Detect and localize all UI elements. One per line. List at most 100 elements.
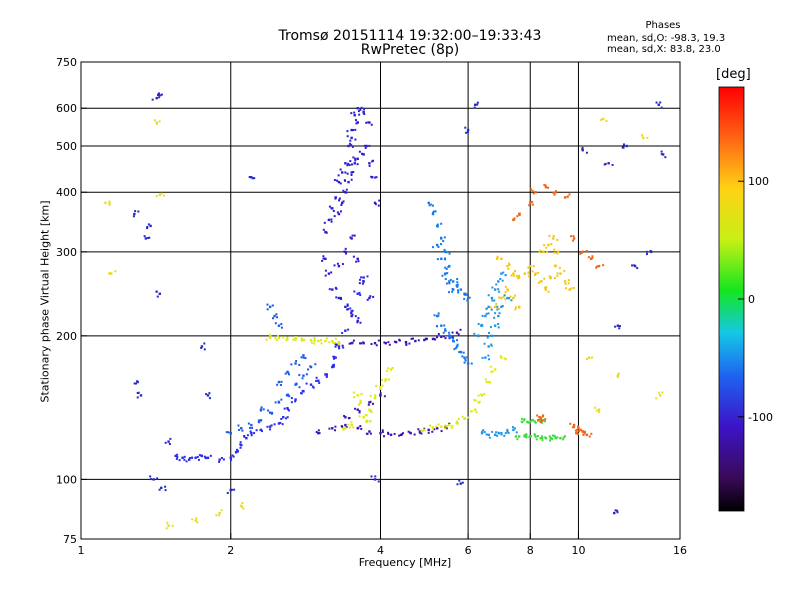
data-point (337, 264, 341, 268)
data-point (284, 417, 287, 420)
data-point (483, 431, 486, 434)
data-point (404, 340, 408, 344)
data-point (290, 401, 293, 404)
data-point (222, 458, 225, 461)
data-point (507, 267, 510, 270)
data-point (552, 237, 555, 240)
data-point (461, 415, 464, 418)
data-point (370, 123, 373, 126)
data-point (490, 344, 493, 347)
data-point (528, 421, 531, 424)
data-point (539, 249, 542, 252)
data-point (372, 295, 375, 298)
data-point (356, 292, 359, 295)
data-point (203, 455, 206, 458)
data-point (448, 334, 451, 337)
data-point (373, 478, 377, 481)
data-point (370, 475, 373, 478)
data-point (368, 296, 371, 300)
data-point (358, 291, 361, 294)
data-point (158, 96, 161, 99)
data-point (250, 423, 253, 427)
data-point (554, 437, 557, 440)
data-point (553, 193, 556, 196)
data-point (354, 159, 357, 162)
data-point (317, 429, 320, 432)
data-point (493, 305, 497, 309)
data-point (444, 337, 447, 340)
data-point (655, 101, 658, 104)
data-point (342, 200, 345, 203)
data-point (363, 144, 366, 147)
data-point (326, 337, 329, 340)
data-point (369, 400, 372, 403)
data-point (181, 456, 184, 459)
data-point (539, 437, 542, 440)
data-point (508, 297, 511, 300)
data-point (331, 364, 334, 367)
data-point (457, 418, 460, 421)
data-point (260, 430, 263, 433)
data-point (350, 128, 353, 132)
data-point (383, 435, 386, 438)
data-point (536, 435, 539, 438)
y-tick-label: 300 (56, 246, 77, 259)
data-point (490, 334, 494, 338)
data-point (379, 385, 382, 388)
data-point (231, 454, 234, 457)
data-point (388, 343, 391, 346)
data-point (191, 456, 194, 459)
data-point (473, 106, 476, 109)
data-point (506, 428, 509, 431)
data-point (381, 378, 384, 381)
data-point (317, 431, 320, 435)
data-point (490, 296, 494, 300)
data-point (531, 203, 534, 206)
data-point (531, 419, 535, 422)
data-point (379, 392, 382, 395)
data-point (282, 336, 285, 339)
data-point (573, 426, 576, 429)
data-point (531, 270, 534, 273)
data-point (359, 399, 362, 402)
data-point (602, 264, 605, 267)
data-point (314, 363, 317, 366)
data-point (431, 337, 435, 341)
data-point (493, 368, 497, 371)
data-point (448, 331, 451, 334)
data-point (377, 204, 380, 207)
data-point (464, 417, 467, 420)
data-point (437, 333, 440, 336)
data-point (351, 341, 354, 344)
data-point (337, 174, 340, 177)
data-point (347, 162, 350, 165)
data-point (366, 275, 369, 278)
data-point (542, 250, 545, 254)
data-point (544, 286, 547, 289)
data-point (194, 456, 197, 459)
colorbar-tick-label: -100 (748, 411, 773, 424)
data-point (463, 293, 466, 296)
data-point (294, 398, 297, 401)
data-point (335, 287, 338, 290)
data-point (338, 343, 341, 346)
data-point (534, 421, 537, 424)
data-point (525, 433, 528, 436)
data-point (333, 179, 336, 182)
data-point (354, 138, 357, 141)
colorbar-unit-label: [deg] (716, 67, 751, 82)
data-point (556, 250, 560, 254)
data-point (464, 358, 467, 361)
data-point (480, 431, 484, 435)
data-point (646, 253, 649, 256)
data-point (444, 266, 447, 269)
data-point (149, 224, 152, 228)
data-point (344, 329, 347, 332)
data-point (144, 237, 148, 240)
data-point (497, 307, 500, 310)
data-point (659, 101, 662, 104)
data-point (574, 429, 577, 432)
data-point (375, 344, 378, 347)
data-point (500, 431, 503, 435)
data-point (622, 143, 625, 146)
